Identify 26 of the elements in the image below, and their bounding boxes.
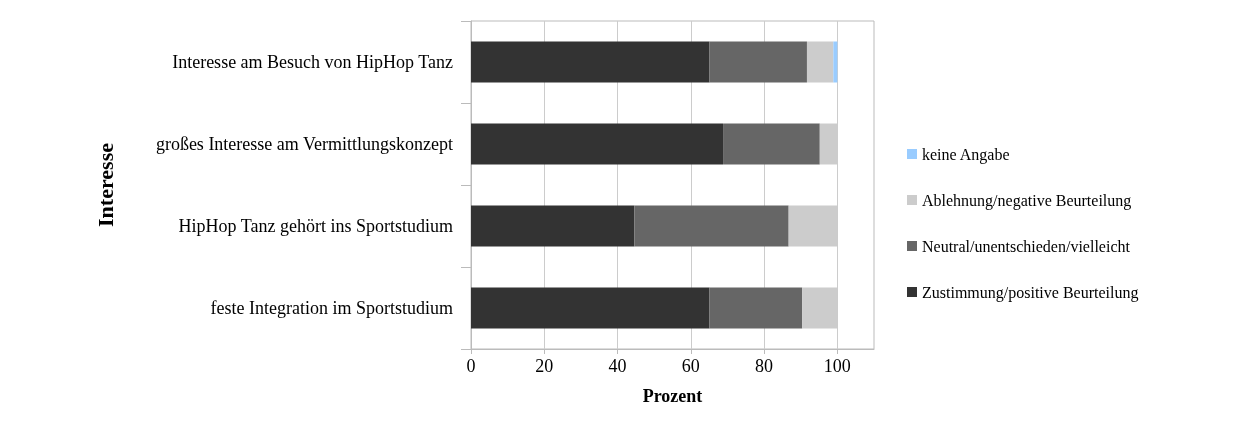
bar [634,205,789,247]
legend-label: Neutral/unentschieden/vielleicht [922,237,1131,255]
x-tick-label: 40 [608,356,627,376]
y-tick-label: großes Interesse am Vermittlungskonzept [155,134,453,154]
bar [833,41,838,83]
x-tick-label: 60 [681,356,700,376]
x-axis-title: Prozent [642,386,703,406]
legend-label: keine Angabe [922,145,1010,164]
x-tick-label: 0 [466,356,476,376]
y-tick-label: feste Integration im Sportstudium [210,298,453,318]
legend-label: Ablehnung/negative Beurteilung [922,191,1132,210]
legend-label: Zustimmung/positive Beurteilung [922,283,1139,302]
bar [806,41,834,83]
y-axis-title: Interesse [92,142,118,227]
y-tick-label: HipHop Tanz gehört ins Sportstudium [178,216,453,236]
bar [709,41,807,83]
bar [723,123,820,165]
y-tick-label: Interesse am Besuch von HipHop Tanz [172,52,453,72]
bar [471,123,724,165]
bar [709,287,803,329]
bar [471,41,710,83]
x-tick-label: 100 [823,356,851,376]
bar [471,205,635,247]
x-tick-label: 20 [535,356,554,376]
x-tick-label: 80 [755,356,774,376]
bar [471,287,710,329]
